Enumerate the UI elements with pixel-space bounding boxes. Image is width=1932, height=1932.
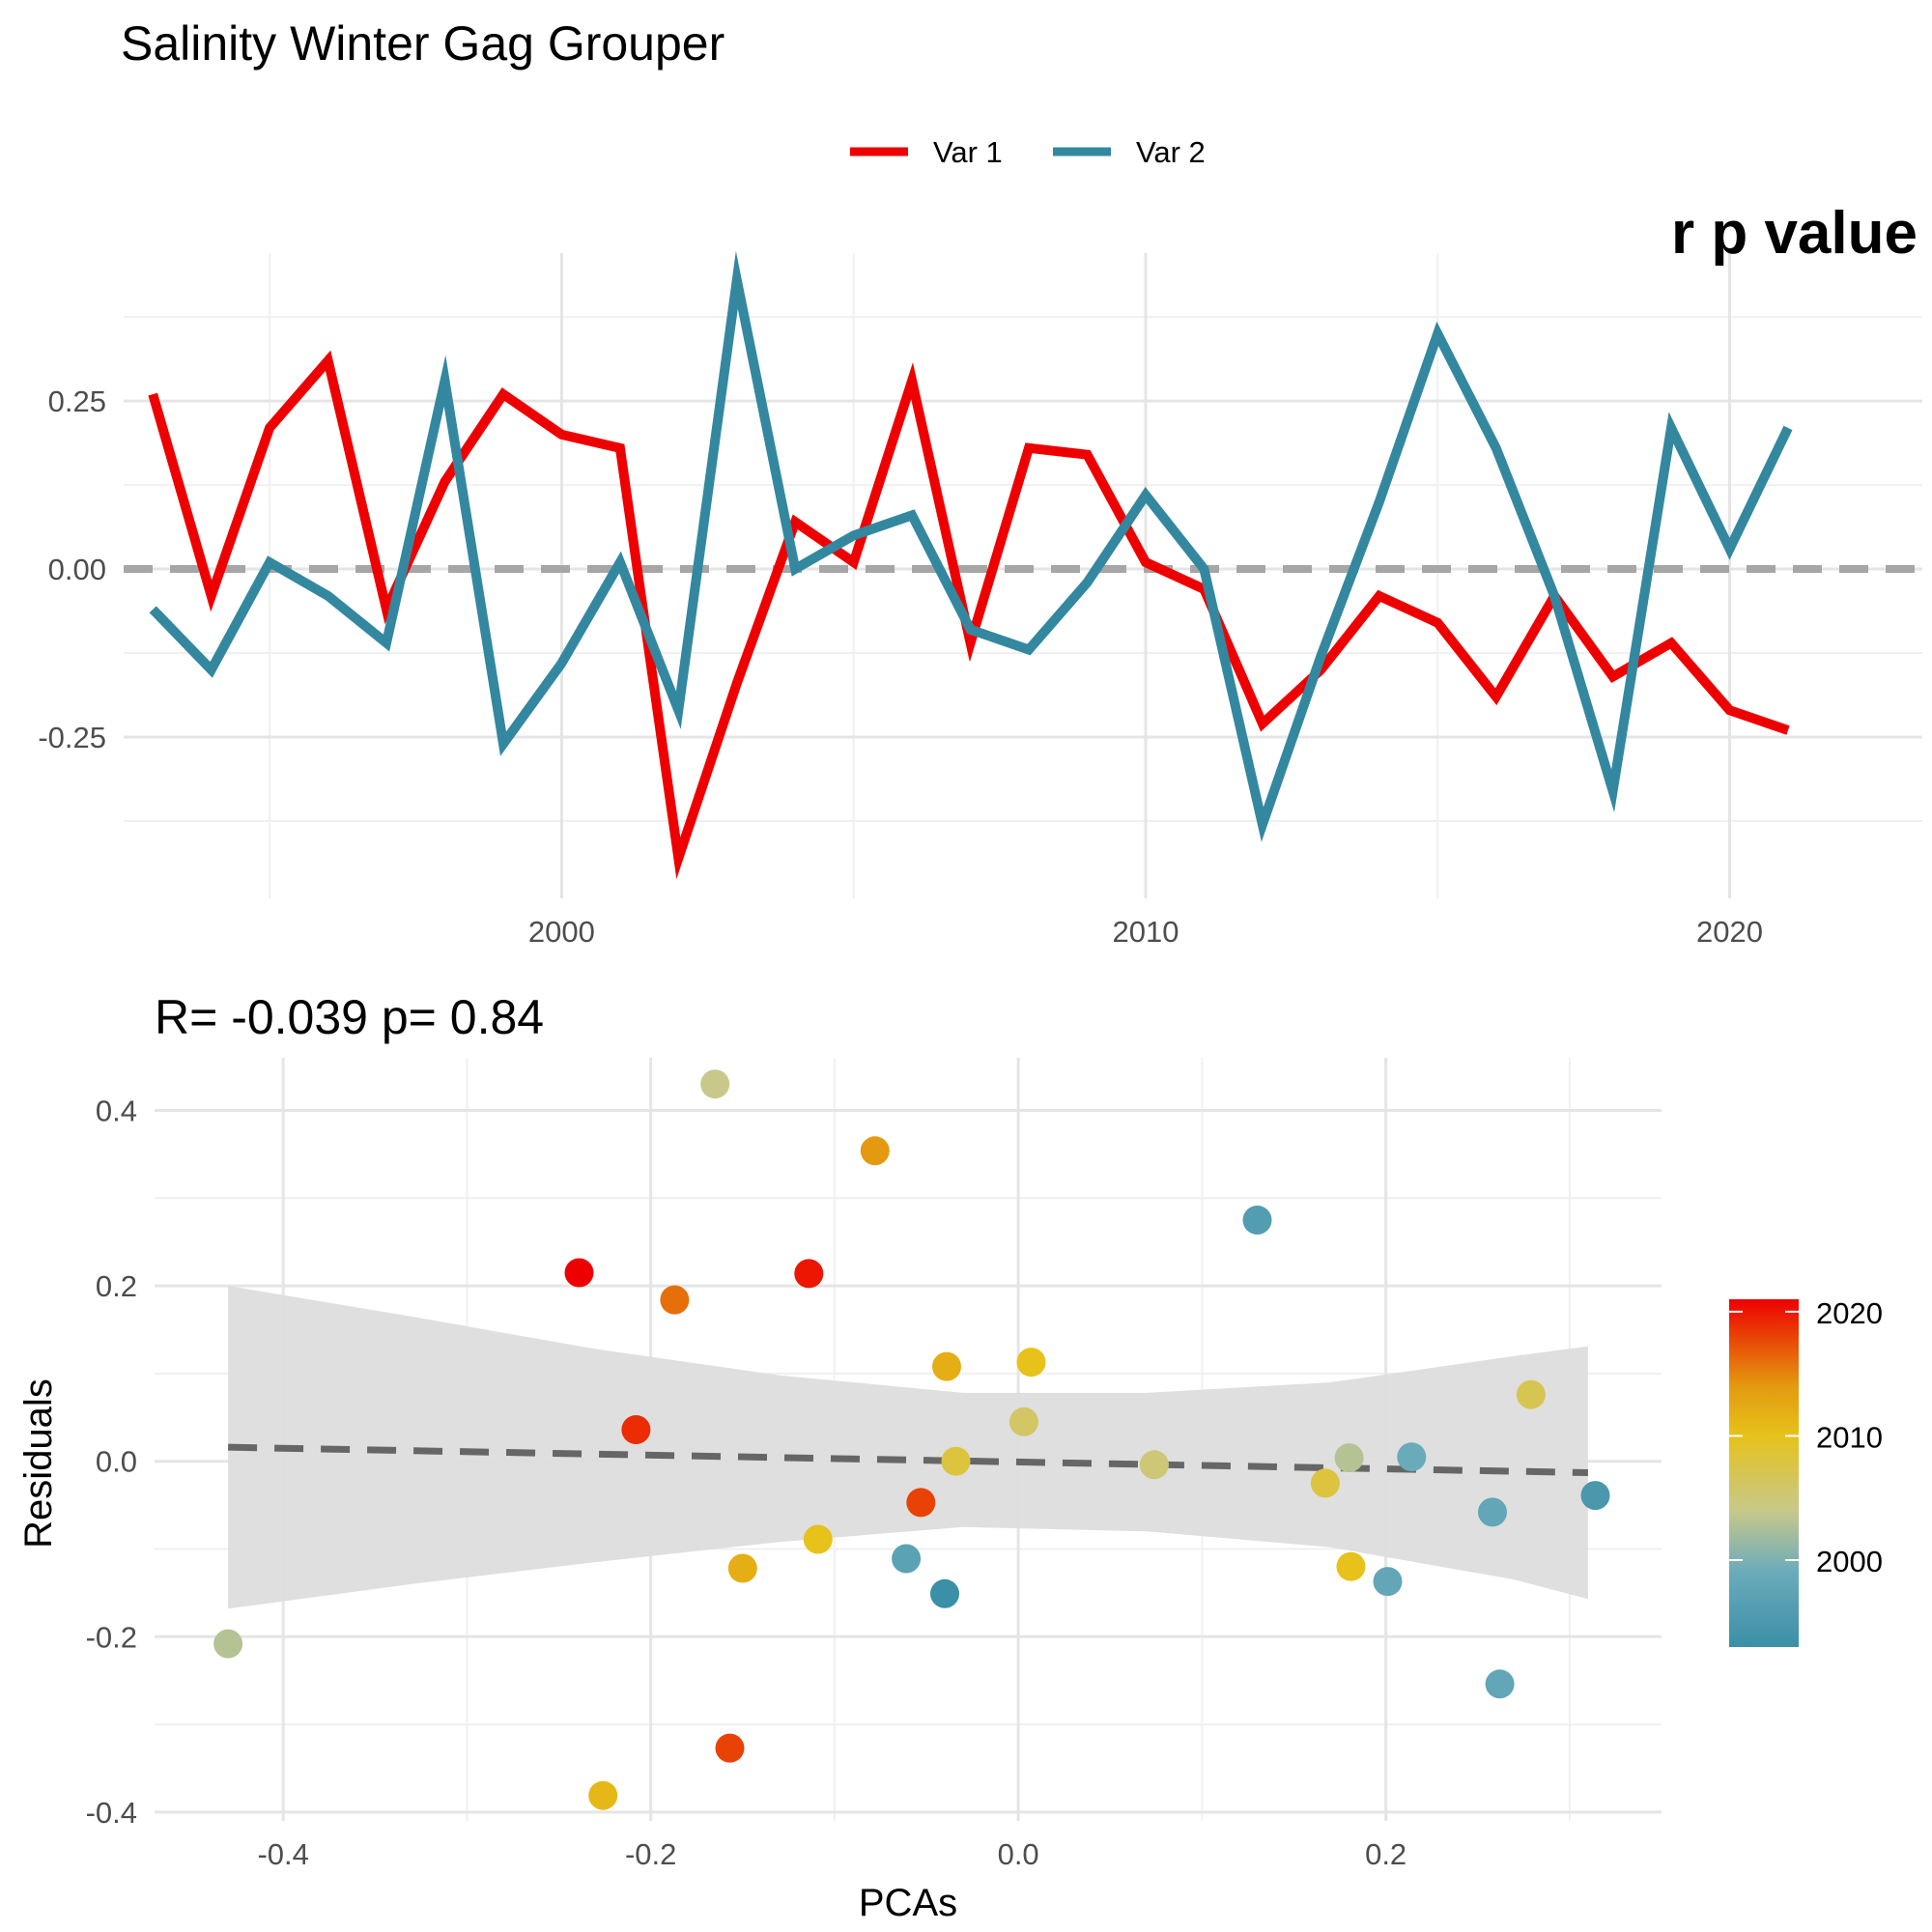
scatter-point [930, 1578, 959, 1608]
scatter-point [213, 1629, 243, 1659]
scatter-point [932, 1351, 961, 1381]
time-series-panel: Salinity Winter Gag Grouper Var 1 Var 2 … [38, 16, 1922, 949]
year-colorbar: 2000 2010 2020 [1729, 1296, 1883, 1647]
scatter-point [700, 1069, 730, 1099]
scatter-point [803, 1524, 833, 1554]
series-line-2 [149, 250, 1793, 842]
legend-label-var-1: Var 1 [933, 135, 1003, 169]
y-axis-title: Residuals [17, 1378, 60, 1548]
scatter-point [660, 1285, 690, 1315]
x-tick-label: -0.4 [257, 1837, 308, 1871]
scatter-point [906, 1488, 936, 1518]
y-tick-label: 0.0 [96, 1445, 137, 1479]
colorbar-ticks: 2000 2010 2020 [1729, 1296, 1883, 1578]
colorbar-tick-label: 2000 [1816, 1545, 1883, 1578]
scatter-point [715, 1733, 745, 1763]
scatter-point [1485, 1669, 1515, 1699]
corner-annotation: r p value [1671, 200, 1918, 267]
legend: Var 1 Var 2 [850, 135, 1206, 169]
scatter-point [588, 1780, 618, 1810]
bottom-tick-labels: 0.4 0.2 0.0 -0.2 -0.4 -0.4 -0.2 0.0 0.2 [86, 1094, 1407, 1871]
y-tick-label: -0.4 [86, 1796, 137, 1830]
scatter-point [1139, 1450, 1169, 1480]
scatter-point [727, 1553, 757, 1583]
x-tick-label: 0.2 [1365, 1837, 1406, 1871]
top-series-lines [148, 250, 1793, 879]
scatter-point [1373, 1567, 1403, 1597]
y-tick-label: 0.00 [48, 553, 106, 586]
scatter-points [213, 1069, 1610, 1810]
x-tick-label: 2020 [1696, 915, 1763, 949]
x-tick-label: 0.0 [998, 1837, 1039, 1871]
scatter-point [621, 1415, 651, 1444]
legend-label-var-2: Var 2 [1136, 135, 1206, 169]
scatter-point [1310, 1468, 1340, 1498]
scatter-point [1009, 1406, 1038, 1436]
scatter-point [1016, 1348, 1046, 1378]
colorbar-gradient [1729, 1299, 1799, 1647]
top-chart-title: Salinity Winter Gag Grouper [121, 16, 724, 71]
scatter-panel: R= -0.039 p= 0.84 0.4 0.2 0.0 -0.2 -0.4 -0.4 -… [17, 990, 1883, 1924]
scatter-point [860, 1136, 890, 1166]
x-tick-label: 2010 [1112, 915, 1179, 949]
scatter-point [794, 1259, 824, 1289]
scatter-point [564, 1258, 594, 1288]
colorbar-tick-label: 2010 [1816, 1420, 1883, 1454]
scatter-point [1397, 1442, 1427, 1472]
colorbar-tick-label: 2020 [1816, 1296, 1883, 1330]
top-tick-labels: 0.25 0.00 -0.25 2000 2010 2020 [38, 384, 1763, 949]
series-line-1 [148, 350, 1790, 879]
y-tick-label: -0.25 [38, 721, 106, 754]
scatter-point [1478, 1497, 1507, 1527]
y-tick-label: 0.25 [48, 384, 106, 418]
scatter-point [1334, 1443, 1364, 1473]
scatter-point [892, 1544, 922, 1574]
top-grid [124, 253, 1922, 898]
x-tick-label: 2000 [528, 915, 595, 949]
scatter-point [941, 1446, 971, 1476]
bottom-chart-title: R= -0.039 p= 0.84 [155, 990, 544, 1044]
scatter-point [1580, 1481, 1610, 1511]
regression-fit-line [228, 1443, 1588, 1477]
y-tick-label: 0.4 [96, 1094, 137, 1127]
scatter-point [1336, 1551, 1366, 1581]
y-tick-label: -0.2 [86, 1620, 137, 1654]
confidence-band [228, 1286, 1588, 1609]
scatter-point [1516, 1379, 1546, 1409]
scatter-point [1242, 1206, 1272, 1235]
x-axis-title: PCAs [859, 1882, 957, 1924]
x-tick-label: -0.2 [625, 1837, 676, 1871]
y-tick-label: 0.2 [96, 1269, 137, 1303]
